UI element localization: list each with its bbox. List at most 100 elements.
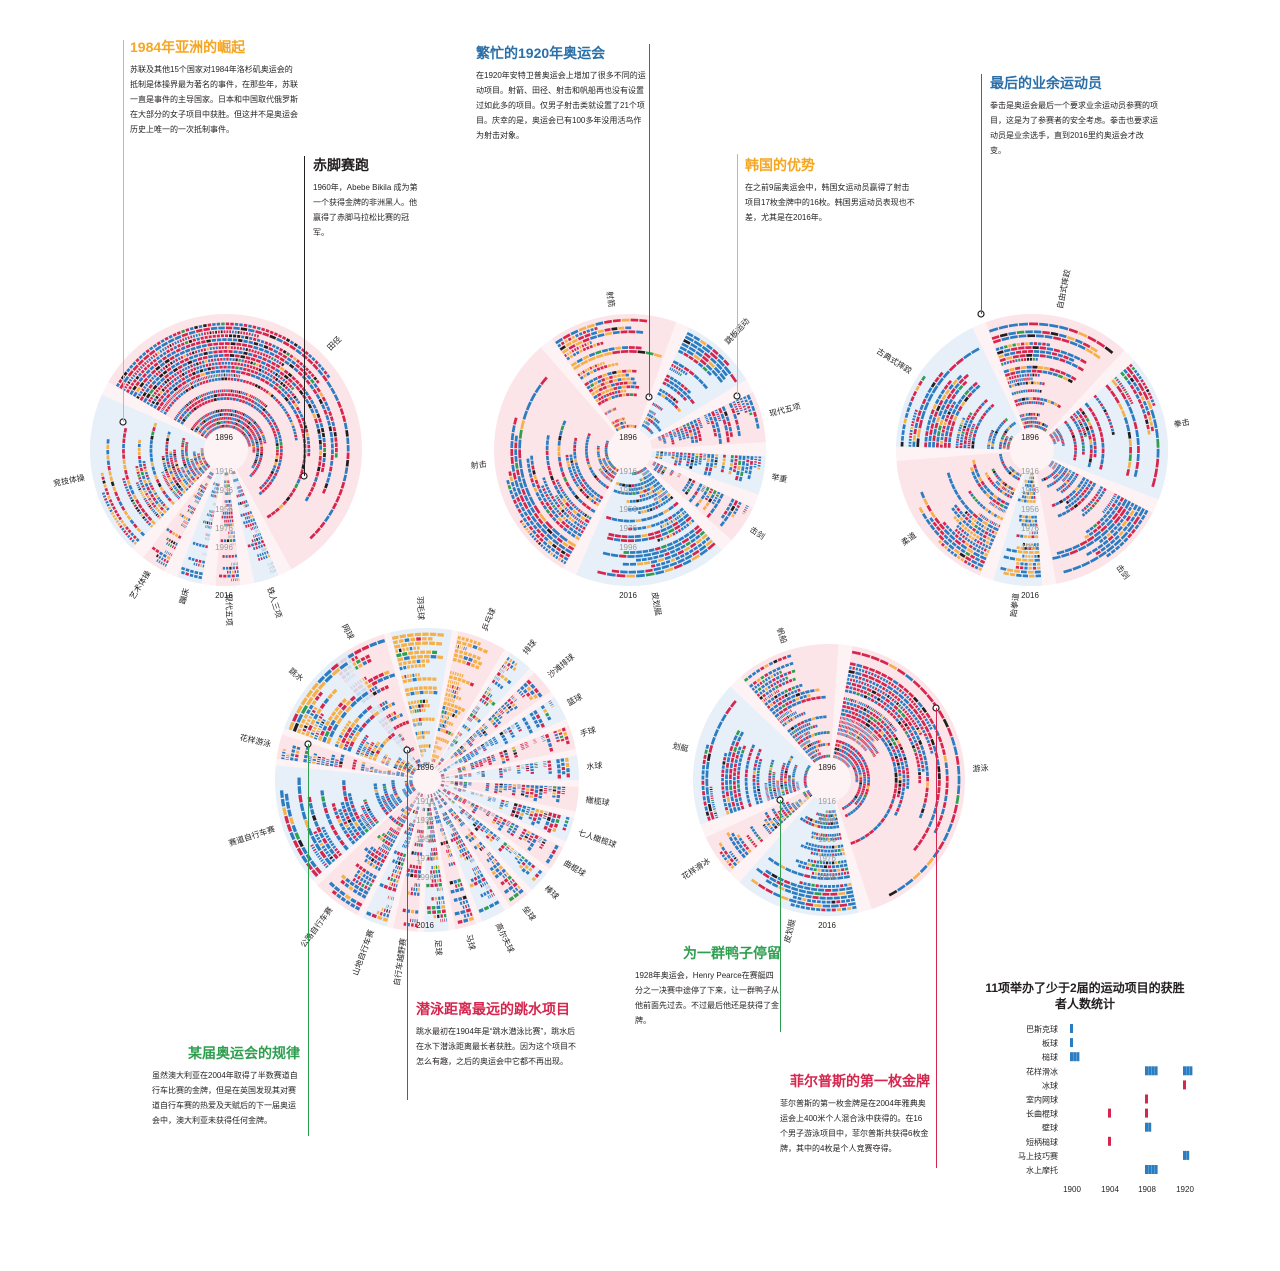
winner-bar	[1026, 357, 1030, 361]
winner-bar	[277, 385, 283, 390]
winner-bar	[132, 385, 137, 391]
winner-bar	[177, 357, 181, 361]
winner-bar	[227, 389, 229, 393]
winner-bar	[135, 381, 141, 387]
winner-bar	[193, 397, 197, 401]
winner-bar	[241, 399, 246, 404]
winner-bar	[287, 372, 293, 378]
winner-bar	[228, 535, 230, 539]
winner-bar	[257, 426, 261, 430]
winner-bar	[227, 574, 231, 578]
winner-bar	[210, 411, 213, 415]
winner-bar	[227, 365, 231, 369]
winner-bar	[322, 442, 326, 448]
winner-bar	[279, 371, 285, 377]
year-label: 1896	[619, 433, 637, 442]
winner-bar	[275, 446, 279, 450]
winner-bar	[161, 407, 165, 411]
winner-bar	[251, 431, 255, 435]
winner-bar	[224, 408, 226, 412]
winner-bar	[249, 365, 253, 369]
winner-bar	[585, 452, 589, 455]
winner-bar	[162, 351, 167, 356]
winner-bar	[227, 424, 229, 428]
winner-bar	[241, 425, 244, 429]
winner-bar	[745, 463, 749, 467]
winner-bar	[959, 439, 963, 443]
winner-bar	[276, 465, 281, 470]
winner-bar	[192, 334, 196, 338]
winner-bar	[176, 375, 180, 380]
winner-bar	[630, 377, 635, 381]
winner-bar	[260, 360, 266, 366]
winner-bar	[734, 462, 738, 466]
winner-bar	[253, 469, 257, 473]
winner-bar	[195, 341, 201, 346]
winner-bar	[241, 335, 245, 339]
winner-bar	[149, 453, 153, 458]
winner-bar	[722, 458, 726, 462]
winner-bar	[253, 427, 257, 431]
winner-bar	[193, 367, 197, 371]
winner-bar	[165, 458, 170, 462]
winner-bar	[180, 420, 185, 425]
winner-bar	[1020, 534, 1024, 538]
winner-bar	[217, 409, 220, 413]
winner-bar	[127, 370, 134, 377]
winner-bar	[242, 422, 246, 426]
winner-bar	[200, 372, 206, 377]
winner-bar	[232, 334, 237, 338]
winner-bar	[714, 457, 718, 460]
winner-bar	[1136, 453, 1140, 462]
winner-bar	[622, 393, 626, 397]
winner-bar	[255, 423, 259, 427]
winner-bar	[329, 431, 334, 438]
winner-bar	[195, 374, 201, 379]
winner-bar	[530, 460, 534, 465]
winner-bar	[204, 359, 208, 364]
winner-bar	[687, 455, 691, 459]
winner-bar	[248, 433, 252, 437]
winner-bar	[204, 435, 208, 438]
winner-bar	[307, 395, 312, 401]
winner-bar	[1036, 562, 1041, 566]
winner-bar	[1030, 416, 1032, 420]
winner-bar	[189, 364, 194, 368]
winner-bar	[742, 455, 746, 461]
winner-bar	[148, 349, 156, 356]
winner-bar	[174, 392, 178, 396]
winner-bar	[324, 401, 329, 407]
winner-bar	[175, 358, 179, 362]
winner-bar	[229, 539, 233, 543]
winner-bar	[166, 345, 170, 349]
winner-bar	[955, 441, 959, 444]
winner-bar	[208, 350, 213, 355]
winner-bar	[165, 383, 170, 388]
winner-bar	[1081, 441, 1085, 446]
winner-bar	[630, 318, 639, 322]
winner-bar	[252, 450, 256, 452]
winner-bar	[201, 416, 204, 420]
winner-bar	[699, 455, 703, 458]
winner-bar	[959, 442, 963, 446]
winner-bar	[162, 397, 168, 403]
winner-bar	[200, 348, 204, 352]
winner-bar	[617, 378, 622, 382]
winner-bar	[244, 335, 249, 340]
winner-bar	[168, 370, 174, 376]
winner-bar	[1032, 480, 1035, 484]
winner-bar	[295, 413, 300, 420]
winner-bar	[247, 393, 250, 397]
winner-bar	[173, 377, 177, 382]
winner-bar	[219, 365, 223, 369]
winner-bar	[206, 417, 210, 421]
winner-bar	[132, 364, 139, 372]
winner-bar	[181, 449, 184, 452]
winner-bar	[210, 358, 214, 362]
winner-bar	[168, 403, 173, 408]
winner-bar	[165, 402, 169, 405]
winner-bar	[225, 389, 227, 393]
winner-bar	[226, 515, 229, 519]
winner-bar	[210, 415, 214, 419]
winner-bar	[268, 378, 273, 383]
